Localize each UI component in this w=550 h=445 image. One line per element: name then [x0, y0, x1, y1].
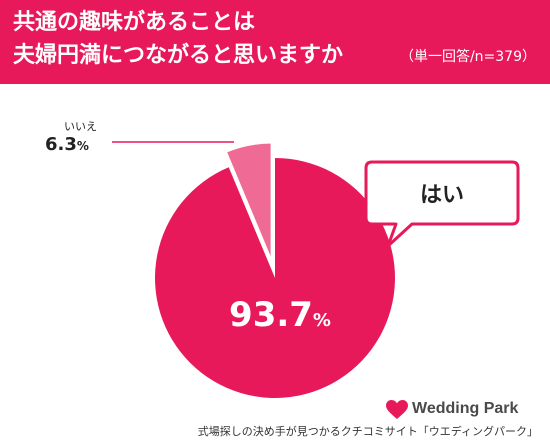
pie-slice-no: [223, 141, 274, 263]
sample-size-label: （単一回答/n=379）: [399, 49, 536, 65]
brand-name: Wedding Park: [412, 400, 519, 417]
label-no-text: いいえ: [64, 120, 97, 133]
callout-yes-bubble: [364, 160, 520, 248]
heart-icon: [386, 400, 408, 419]
pie-slice-yes: [155, 158, 395, 398]
chart-title-line1: 共通の趣味があることは: [13, 10, 256, 35]
callout-yes-label: はい: [420, 183, 464, 208]
header-banner: 共通の趣味があることは 夫婦円満につながると思いますか （単一回答/n=379）: [0, 0, 550, 84]
label-yes-value: 93.7%: [229, 295, 331, 335]
footer-caption: 式場探しの決め手が見つかるクチコミサイト「ウエディングパーク」: [197, 425, 538, 438]
chart-title-line2: 夫婦円満につながると思いますか: [13, 43, 344, 68]
label-no-value: 6.3%: [45, 134, 89, 155]
